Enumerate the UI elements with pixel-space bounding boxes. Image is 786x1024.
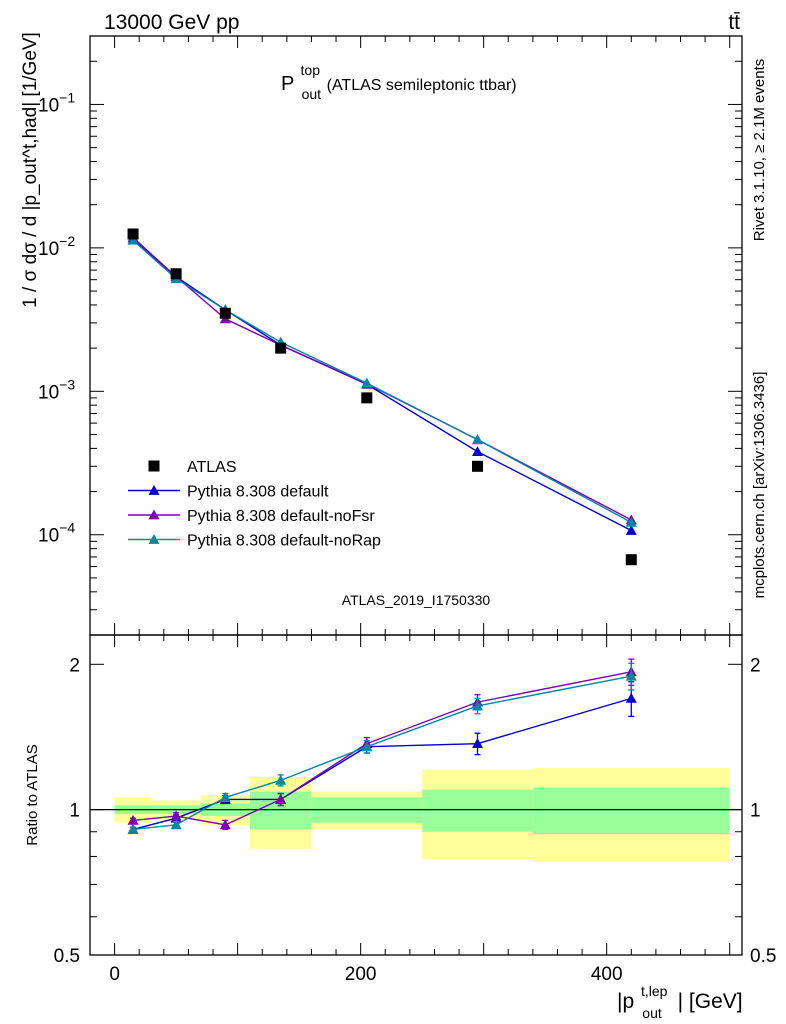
rivet-label: Rivet 3.1.10, ≥ 2.1M events: [751, 59, 768, 242]
ratio-point-1: [127, 814, 139, 825]
x-label-sub: out: [642, 1005, 662, 1021]
x-tick-label: 200: [345, 964, 377, 985]
plot-frames: [89, 35, 743, 956]
ratio-y-tick-label-left: 0.5: [54, 946, 80, 967]
ratio-point-2: [361, 741, 373, 752]
y-tick-base: 10: [38, 239, 59, 260]
ratio-y-tick-label-left: 1: [69, 801, 80, 822]
energy-label: 13000 GeV pp: [104, 11, 239, 34]
series-point-2: [127, 234, 139, 245]
main-y-axis-label: 1 / σ dσ / d |p_out^t,had| [1/GeV]: [20, 32, 41, 308]
legend-entry-label: Pythia 8.308 default-noFsr: [187, 508, 375, 525]
data-points: [127, 228, 637, 566]
ratio-point-2: [625, 670, 637, 681]
atlas-data-point-3: [275, 342, 287, 354]
x-axis-label: |p t,lep out | [GeV]: [617, 978, 743, 1023]
main-y-tick-label: 10−3: [38, 376, 75, 403]
legend-entry-label: Pythia 8.308 default-noRap: [187, 533, 381, 550]
ratio-point-1: [219, 819, 231, 830]
stat-band-5: [422, 789, 533, 832]
series-point-2: [472, 434, 484, 445]
y-tick-base: 10: [38, 526, 59, 547]
ratio-point-1: [275, 793, 287, 804]
title-main: P: [281, 73, 294, 95]
process-label: tt̄: [728, 11, 740, 34]
atlas-data-point-1: [170, 268, 182, 280]
legend-entry-label: ATLAS: [187, 459, 237, 476]
legend: ATLAS Pythia 8.308 default Pythia 8.308 de…: [128, 459, 381, 550]
legend-marker-1: [148, 485, 160, 495]
y-tick-base: 10: [38, 382, 59, 403]
atlas-data-point-5: [472, 460, 484, 472]
y-tick-exp: −2: [59, 233, 75, 249]
series-point-0: [625, 525, 637, 535]
y-tick-exp: −4: [59, 520, 75, 536]
ratio-y-tick-label-left: 2: [69, 655, 80, 676]
main-y-tick-label: 10−4: [38, 520, 75, 547]
x-tick-label: 400: [591, 964, 623, 985]
y-tick-base: 10: [38, 95, 59, 116]
ratio-frame: [89, 634, 743, 956]
series-line-1: [132, 237, 632, 521]
x-label-main: |p: [617, 990, 634, 1013]
atlas-data-point-0: [127, 228, 139, 240]
legend-marker-atlas: [148, 460, 160, 472]
atlas-data-point-4: [361, 392, 373, 404]
ratio-point-2: [219, 791, 231, 802]
ratio-point-2: [170, 819, 182, 830]
series-point-2: [361, 377, 373, 388]
y-tick-exp: −1: [59, 89, 75, 105]
stat-band-6: [532, 787, 730, 835]
ratio-point-2: [127, 823, 139, 834]
ratio-y-tick-label-right: 0.5: [750, 946, 776, 967]
legend-marker-3: [148, 534, 160, 544]
analysis-id-label: ATLAS_2019_I1750330: [342, 592, 491, 608]
ratio-uncertainty-bands: [90, 767, 742, 862]
ratio-y-axis-label: Ratio to ATLAS: [24, 744, 41, 845]
x-label-sup: t,lep: [641, 983, 668, 999]
ratio-y-tick-label-right: 1: [750, 801, 761, 822]
atlas-data-point-2: [219, 307, 231, 319]
main-y-tick-label: 10−2: [38, 233, 75, 260]
ratio-point-0: [625, 692, 637, 703]
series-point-0: [472, 446, 484, 456]
title-rest: (ATLAS semileptonic ttbar): [327, 77, 517, 94]
x-tick-label: 0: [109, 964, 120, 985]
atlas-data-point-6: [625, 554, 637, 566]
x-label-rest: | [GeV]: [678, 990, 743, 1013]
mcplots-label: mcplots.cern.ch [arXiv:1306.3436]: [751, 372, 768, 599]
ratio-point-0: [472, 738, 484, 749]
main-title: P top out (ATLAS semileptonic ttbar): [281, 58, 517, 104]
ratio-y-tick-label-right: 2: [750, 655, 761, 676]
ratio-point-2: [472, 700, 484, 711]
ratio-point-2: [275, 774, 287, 785]
title-sub: out: [302, 86, 322, 102]
title-sup: top: [301, 62, 321, 78]
main-y-tick-label: 10−1: [38, 89, 75, 116]
legend-marker-2: [148, 509, 160, 520]
legend-entry-label: Pythia 8.308 default: [187, 484, 329, 501]
series-point-2: [625, 516, 637, 527]
y-tick-exp: −3: [59, 376, 75, 392]
series-line-2: [132, 239, 632, 523]
ratio-point-1: [170, 810, 182, 821]
